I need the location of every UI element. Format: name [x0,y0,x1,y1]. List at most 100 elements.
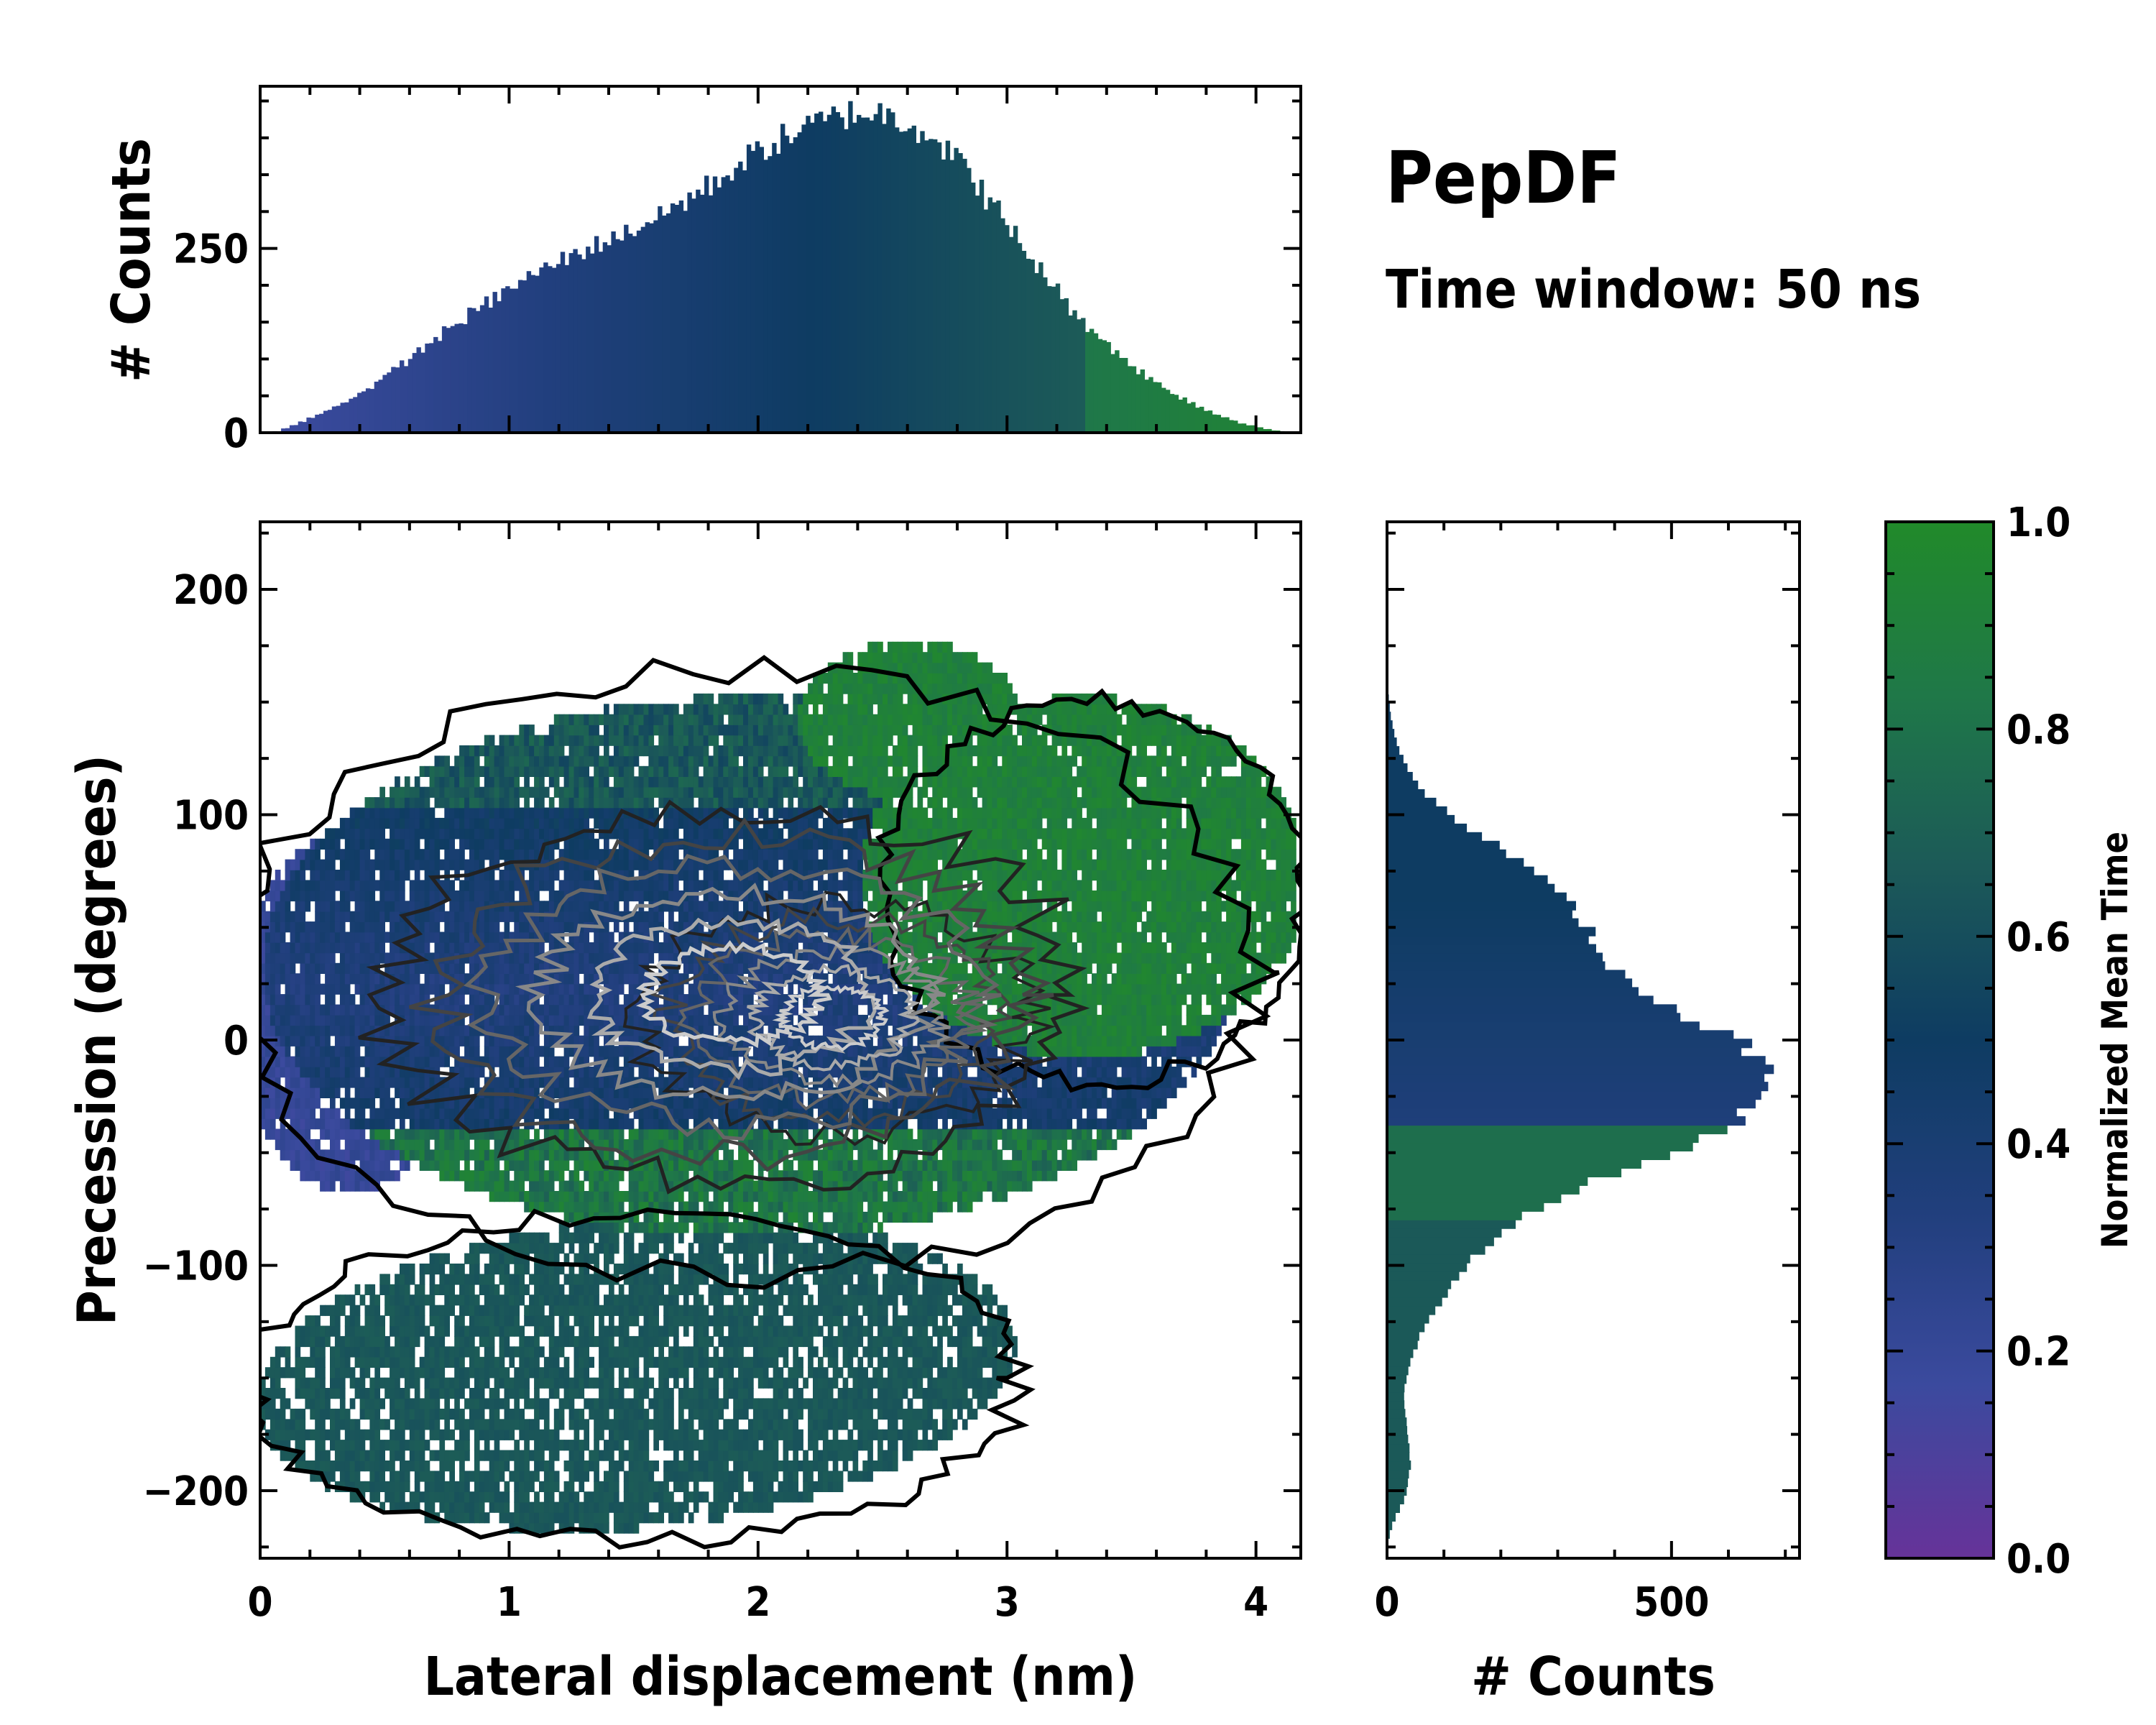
heat-cell [449,1284,455,1295]
heat-cell [474,1440,480,1451]
heat-cell [449,849,455,860]
heat-cell [459,1367,465,1379]
heat-cell [454,807,460,819]
heat-cell [395,838,400,850]
heat-cell [604,1025,609,1036]
heat-cell [499,1264,505,1275]
heat-cell [400,1491,405,1503]
heat-cell [514,1294,520,1306]
heat-cell [339,1450,346,1461]
heat-cell [330,911,336,922]
heat-cell [514,1398,520,1409]
heat-cell [613,962,619,974]
heat-cell [543,1284,550,1295]
heat-cell [643,1284,650,1295]
heat-cell [633,1264,640,1275]
heat-cell [584,1335,589,1348]
heat-cell [390,1138,395,1151]
heat-cell [609,724,614,736]
heat-cell [349,1046,356,1057]
heat-cell [594,1222,599,1233]
heat-cell [599,1191,604,1202]
heat-cell [504,1108,510,1119]
heat-cell [613,1046,619,1057]
heat-cell [589,1014,594,1026]
heat-cell [494,1108,500,1119]
heat-cell [300,1159,306,1171]
heat-cell [334,1294,341,1306]
heat-cell [424,1377,430,1389]
heat-cell [534,1056,540,1067]
heat-cell [534,1067,540,1078]
heat-cell [414,921,420,933]
heat-cell [334,1440,341,1451]
heat-cell [320,890,326,902]
heat-cell [429,1471,436,1482]
heat-cell [509,1138,515,1151]
heat-cell [479,911,485,922]
heat-cell [414,1056,420,1067]
heat-cell [459,921,465,933]
heat-cell [643,952,650,964]
heat-cell [514,1274,520,1285]
heat-cell [558,1025,565,1036]
heat-cell [339,828,346,840]
heat-cell [464,1108,470,1119]
heat-cell [325,1305,331,1316]
heat-cell [589,1501,594,1513]
heat-cell [529,1056,535,1067]
heat-cell [589,962,594,974]
heat-cell [628,755,635,767]
heat-cell [334,1014,341,1026]
heat-cell [589,1170,594,1182]
heat-cell [330,1046,336,1057]
heat-cell [439,1491,446,1503]
heat-cell [633,1419,640,1430]
heat-cell [553,983,560,995]
heat-cell [534,797,540,809]
heat-cell [553,1108,560,1119]
heat-cell [479,797,485,809]
heat-cell [354,1118,361,1130]
heat-cell [633,1346,640,1358]
heat-cell [464,1077,470,1088]
heat-cell [563,724,570,736]
heat-cell [504,1325,510,1337]
heat-cell [519,1367,525,1379]
heat-cell [678,1232,684,1243]
heat-cell [548,962,555,974]
heat-cell [509,901,515,912]
heat-cell [628,1440,635,1451]
heat-cell [434,1346,441,1358]
heat-cell [553,1159,560,1171]
heat-cell [604,1367,609,1379]
heat-cell [638,704,645,715]
heat-cell [534,1201,540,1213]
heat-cell [623,1098,630,1109]
heat-cell [349,849,356,860]
heat-cell [504,1367,510,1379]
heat-cell [459,1481,465,1492]
heat-cell [285,1025,291,1036]
heat-cell [658,1346,664,1358]
heat-cell [325,1067,331,1078]
heat-cell [424,890,430,902]
heat-cell [658,1118,664,1130]
heat-cell [678,1118,684,1130]
heat-cell [563,1159,570,1171]
heat-cell [599,1315,604,1327]
heat-cell [414,1429,420,1440]
heat-cell [638,1128,645,1140]
heat-cell [449,890,455,902]
heat-cell [609,807,614,819]
heat-cell [404,838,410,850]
heat-cell [553,901,560,912]
heat-cell [589,849,594,860]
heat-cell [584,890,589,902]
heat-cell [484,745,490,757]
heat-cell [315,1067,321,1078]
heat-cell [444,1077,450,1088]
heat-cell [519,838,525,850]
heat-cell [390,817,395,829]
heat-cell [648,1128,655,1140]
